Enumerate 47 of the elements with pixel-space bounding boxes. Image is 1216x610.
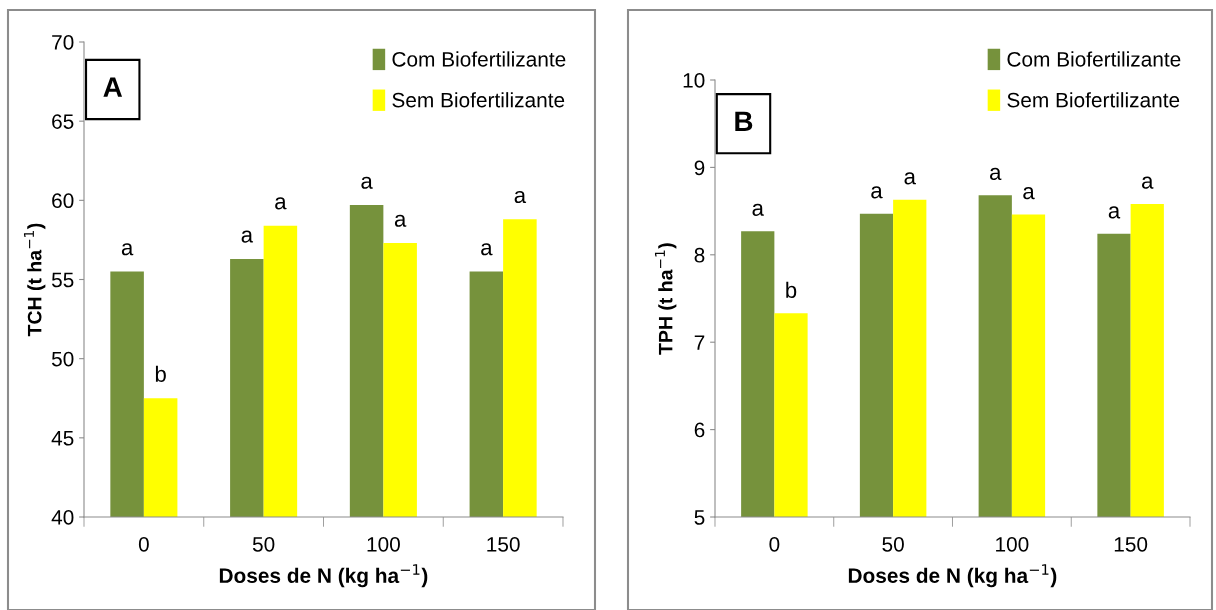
annotation: a [1142, 176, 1154, 189]
annotation: a [990, 167, 1002, 181]
legend-label: Sem Biofertilizante [1007, 92, 1180, 108]
y-axis-title: TPH (t ha$^{−1}$) [654, 243, 677, 355]
annotation: b [155, 365, 166, 382]
y-tick-label: 10 [683, 73, 705, 88]
x-tick-label: 150 [1114, 536, 1148, 552]
annotation: b [786, 281, 797, 299]
x-tick-label: 100 [367, 536, 400, 552]
y-tick-label: 65 [52, 114, 74, 129]
x-tick-label: 50 [252, 536, 275, 552]
y-tick-label: 5 [694, 510, 705, 525]
legend-label: Com Biofertilizante [1007, 51, 1181, 67]
annotation: a [121, 243, 134, 256]
annotation: a [871, 186, 883, 199]
annotation: a [361, 176, 373, 189]
y-tick-label: 50 [51, 351, 74, 367]
annotation: a [904, 172, 916, 185]
y-tick-label: 7 [694, 335, 705, 350]
y-tick-label: 40 [51, 510, 74, 525]
y-tick-label: 6 [694, 422, 705, 438]
x-axis-title: Doses de N (kg ha$^{−1}$) [219, 564, 428, 588]
y-axis-title: TCH (t ha$^{−1}$) [23, 223, 46, 337]
annotation: a [241, 230, 254, 243]
x-tick-label: 0 [138, 536, 149, 552]
text: A [103, 77, 123, 97]
y-tick-label: 8 [694, 247, 705, 263]
annotation: a [752, 203, 764, 216]
annotation: a [394, 214, 407, 227]
y-tick-label: 70 [52, 35, 74, 50]
annotation: a [514, 190, 527, 204]
legend-label: Com Biofertilizante [392, 51, 566, 67]
x-tick-label: 100 [996, 536, 1029, 552]
y-tick-label: 55 [51, 272, 74, 288]
x-tick-label: 0 [769, 536, 780, 552]
y-tick-label: 9 [694, 160, 705, 176]
y-tick-label: 45 [51, 431, 74, 446]
annotation: a [481, 243, 493, 256]
x-axis-title: Doses de N (kg ha$^{−1}$) [848, 564, 1057, 588]
annotation: a [1023, 187, 1035, 200]
x-tick-label: 150 [487, 536, 520, 552]
text: B [735, 111, 753, 131]
annotation: a [1108, 206, 1121, 219]
annotation: a [275, 197, 287, 210]
legend-label: Sem Biofertilizante [392, 92, 565, 108]
y-tick-label: 60 [52, 193, 74, 209]
x-tick-label: 50 [882, 536, 904, 552]
